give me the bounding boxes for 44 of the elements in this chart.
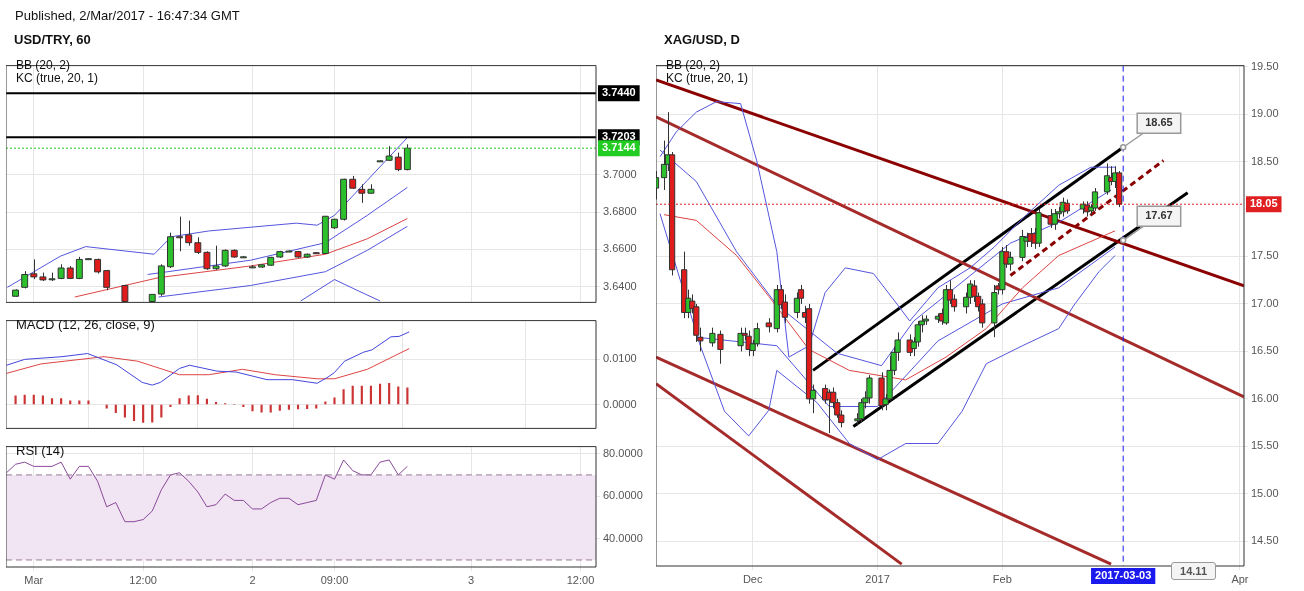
ref-line-label: 3.7144 — [602, 141, 637, 154]
ref-line-label: 18.05 — [1250, 197, 1278, 210]
y-tick-label: 80.0000 — [603, 446, 643, 459]
x-tick-label: 12:00 — [129, 573, 157, 586]
x-tick-label: 2017 — [865, 572, 890, 585]
annotation: KC (true, 20, 1) — [16, 71, 99, 85]
y-tick-label: 3.6400 — [603, 279, 637, 292]
y-tick-label: 0.0100 — [603, 352, 637, 365]
y-tick-label: 16.00 — [1251, 391, 1279, 404]
y-tick-label: 40.0000 — [603, 531, 643, 544]
annotation: KC (true, 20, 1) — [666, 71, 749, 85]
chart-title: MACD (12, 26, close, 9) — [16, 317, 155, 332]
ref-line-label: 3.7203 — [602, 130, 636, 143]
y-tick-label: 19.50 — [1251, 59, 1279, 72]
y-tick-label: 16.50 — [1251, 344, 1279, 357]
x-tick-label: 2 — [249, 573, 256, 586]
y-tick-label: 17.00 — [1251, 296, 1279, 309]
y-tick-label: 15.50 — [1251, 439, 1279, 452]
annotation: 17.67 — [1145, 209, 1173, 222]
chart-title: USD/TRY, 60 — [14, 32, 91, 47]
x-tick-label: 3 — [468, 573, 475, 586]
y-tick-label: 3.6600 — [603, 242, 637, 255]
y-tick-label: 17.50 — [1251, 249, 1279, 262]
annotation: 14.11 — [1171, 562, 1216, 580]
x-tick-label: Feb — [992, 572, 1012, 585]
y-tick-label: 3.7000 — [603, 168, 637, 181]
x-tick-label: 09:00 — [320, 573, 349, 586]
chart-subtitle: Published, 2/Mar/2017 - 16:47:34 GMT — [15, 8, 240, 23]
ref-line-label: 2017-03-03 — [1095, 569, 1152, 582]
y-tick-label: 14.50 — [1251, 534, 1279, 547]
x-tick-label: 12:00 — [566, 573, 595, 586]
y-tick-label: 18.50 — [1251, 154, 1279, 167]
x-tick-label: Apr — [1231, 572, 1249, 585]
y-tick-label: 0.0000 — [603, 397, 637, 410]
y-tick-label: 15.00 — [1251, 486, 1279, 499]
ref-line-label: 3.7440 — [602, 86, 636, 99]
chart-title: XAG/USD, D — [664, 32, 740, 47]
x-tick-label: Dec — [742, 572, 763, 585]
y-tick-label: 19.00 — [1251, 107, 1279, 120]
x-tick-label: Mar — [24, 573, 44, 586]
y-tick-label: 3.6800 — [603, 205, 637, 218]
annotation: 18.65 — [1145, 116, 1173, 129]
y-tick-label: 60.0000 — [603, 489, 643, 502]
chart-title: RSI (14) — [16, 443, 65, 458]
